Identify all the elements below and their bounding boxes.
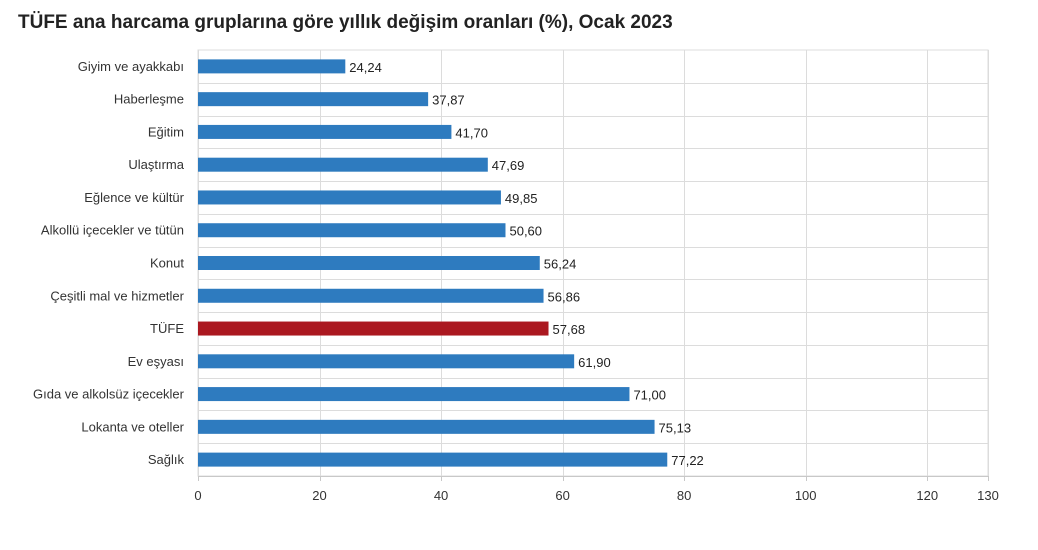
bar — [198, 452, 668, 467]
data-label: 47,69 — [492, 158, 525, 173]
x-tick-label: 80 — [677, 488, 691, 503]
bars — [198, 59, 668, 467]
bar — [198, 256, 540, 270]
data-label: 56,86 — [548, 289, 581, 304]
chart-title: TÜFE ana harcama gruplarına göre yıllık … — [18, 12, 673, 33]
bar — [198, 124, 452, 139]
data-label: 71,00 — [633, 388, 666, 403]
bar — [198, 288, 544, 303]
category-label: Çeşitli mal ve hizmetler — [50, 288, 184, 303]
category-label: Alkollü içecekler ve tütün — [41, 223, 184, 238]
x-tick-label: 100 — [795, 488, 817, 503]
category-label: Ulaştırma — [128, 157, 184, 172]
category-label: Eğlence ve kültür — [84, 190, 184, 205]
x-tick-label: 60 — [555, 488, 569, 503]
data-label: 75,13 — [659, 420, 692, 435]
category-label: Konut — [150, 256, 184, 271]
data-label: 77,22 — [671, 453, 704, 468]
bar-highlight — [198, 321, 549, 336]
bar — [198, 223, 506, 238]
category-labels: Giyim ve ayakkabı Haberleşme Eğitim Ulaştır… — [33, 59, 185, 467]
category-label: TÜFE — [150, 321, 184, 336]
bar — [198, 59, 346, 74]
data-label: 61,90 — [578, 355, 611, 370]
x-tick-label: 120 — [916, 488, 938, 503]
category-label: Lokanta ve oteller — [81, 419, 184, 434]
bar — [198, 354, 575, 369]
data-label: 50,60 — [509, 224, 542, 239]
x-tick-label: 0 — [194, 488, 201, 503]
x-tick-label: 130 — [977, 488, 999, 503]
bar — [198, 419, 655, 434]
category-label: Ev eşyası — [128, 354, 184, 369]
bar — [198, 157, 488, 172]
category-label: Gıda ve alkolsüz içecekler — [33, 387, 185, 402]
data-label: 24,24 — [349, 60, 382, 75]
bar — [198, 92, 429, 107]
category-label: Haberleşme — [114, 92, 184, 107]
data-label: 41,70 — [455, 125, 488, 140]
data-label: 49,85 — [505, 191, 538, 206]
bar — [198, 387, 630, 402]
bar — [198, 190, 501, 205]
category-label: Giyim ve ayakkabı — [78, 59, 184, 74]
data-label: 37,87 — [432, 93, 465, 108]
data-label: 56,24 — [544, 257, 577, 272]
x-axis: 0 20 40 60 80 100 120 130 — [194, 476, 999, 503]
data-label: 57,68 — [553, 322, 586, 337]
value-labels: 24,24 37,87 41,70 47,69 49,85 50,60 56,24 56,86… — [349, 60, 704, 468]
category-label: Eğitim — [148, 124, 184, 139]
category-label: Sağlık — [148, 452, 185, 467]
x-tick-label: 40 — [434, 488, 448, 503]
x-tick-label: 20 — [312, 488, 326, 503]
